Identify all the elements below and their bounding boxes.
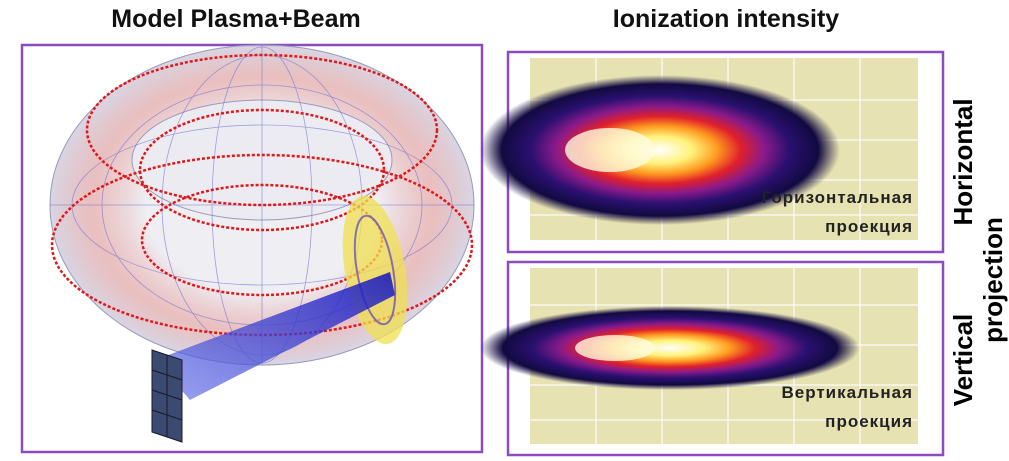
left-title: Model Plasma+Beam [111, 5, 360, 33]
right-title: Ionization intensity [613, 5, 839, 33]
side-label: Horizontal [948, 98, 978, 225]
plot-label: Вертикальная [781, 383, 913, 402]
side-label: Vertical [948, 314, 978, 407]
plasma-model [22, 45, 482, 452]
plot-label: Горизонтальная [762, 188, 913, 207]
vertical-plot: Вертикальная проекция [480, 262, 943, 455]
plot-label: проекция [825, 412, 913, 431]
side-label: projection [978, 217, 1008, 343]
plot-label: проекция [825, 217, 913, 236]
figure: Model Plasma+Beam Ionization intensity [0, 0, 1009, 461]
horizontal-plot: Горизонтальная проекция [480, 52, 943, 252]
